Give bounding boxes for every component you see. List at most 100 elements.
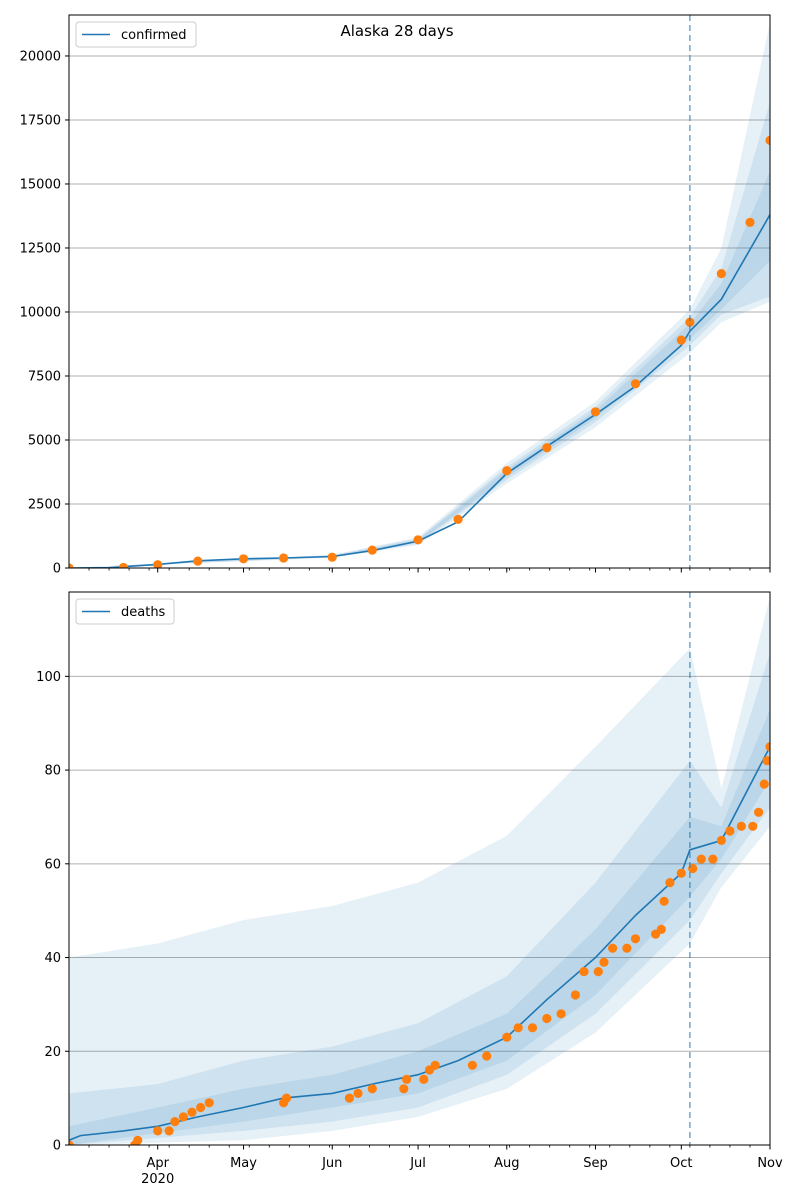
confirmed-panel: 0 2500 5000 7500 10000 12500 15000 17500 20000 co… [20, 14, 771, 577]
y-tick-label: 15000 [20, 177, 61, 192]
observed-point [590, 407, 601, 417]
observed-point [430, 1060, 440, 1070]
observed-point [656, 924, 666, 935]
x-tick-label: Sep [583, 1156, 608, 1171]
y-tick-label: 7500 [28, 369, 61, 384]
observed-point [279, 553, 289, 563]
observed-point [630, 934, 641, 944]
observed-point [754, 807, 764, 817]
observed-point [696, 854, 706, 864]
observed-point [765, 742, 770, 752]
observed-point [399, 1084, 409, 1094]
legend-box [75, 598, 175, 625]
observed-point [716, 835, 727, 846]
axes-frame [68, 591, 771, 1146]
y-tick-label: 17500 [20, 113, 61, 128]
observed-point [725, 826, 735, 836]
uncertainty-band-1 [69, 652, 770, 1145]
y-tick-label: 2500 [28, 497, 61, 512]
observed-point [745, 217, 755, 227]
observed-point [204, 1098, 214, 1108]
plot-area [69, 22, 770, 568]
legend-label: confirmed [121, 28, 187, 43]
x-tick-label: Jul [409, 1156, 426, 1171]
legend-box [75, 21, 197, 48]
observed-point [570, 990, 581, 1000]
observed-point [118, 562, 128, 568]
observed-point [238, 554, 249, 564]
observed-point [196, 1102, 206, 1113]
x-tick-sublabel: 2020 [141, 1172, 174, 1187]
y-tick-label: 100 [36, 670, 61, 685]
observed-point [762, 756, 770, 766]
observed-point [748, 821, 758, 831]
observed-point [187, 1107, 197, 1117]
y-tick-label: 0 [53, 1139, 61, 1154]
observed-point [676, 868, 686, 878]
observed-point [676, 335, 686, 345]
observed-point [708, 854, 718, 864]
observed-point [164, 1126, 174, 1136]
legend: confirmed [75, 21, 197, 48]
observed-point [133, 1135, 143, 1145]
x-tick-label: Nov [757, 1156, 783, 1171]
x-tick-label: Aug [494, 1156, 519, 1171]
observed-point [69, 1140, 74, 1145]
y-tick-label: 60 [44, 857, 61, 872]
observed-point [453, 514, 463, 525]
observed-point [579, 967, 589, 977]
observed-point [367, 1084, 377, 1094]
x-tick-label: Oct [670, 1156, 692, 1171]
observed-point [170, 1117, 180, 1127]
plot-area [69, 596, 770, 1145]
observed-point [556, 1009, 566, 1019]
observed-point [716, 269, 727, 279]
observed-point [542, 1013, 552, 1024]
y-tick-label: 10000 [20, 305, 61, 320]
legend-label: deaths [121, 605, 166, 620]
y-tick-label: 80 [44, 764, 61, 779]
observed-point [527, 1023, 538, 1033]
observed-point [599, 957, 609, 967]
observed-point [193, 556, 203, 566]
observed-point [367, 545, 377, 555]
observed-point [593, 967, 603, 977]
observed-point [413, 535, 423, 545]
figure-title: Alaska 28 days [340, 22, 453, 40]
observed-point [467, 1060, 477, 1070]
y-tick-label: 12500 [20, 241, 61, 256]
observed-point [327, 552, 337, 562]
observed-point [685, 317, 695, 327]
y-tick-label: 40 [44, 951, 61, 966]
observed-point [153, 560, 163, 568]
observed-point [608, 943, 618, 953]
observed-point [178, 1112, 188, 1122]
observed-point [482, 1051, 492, 1061]
x-tick-label: Apr [146, 1156, 169, 1171]
observed-point [765, 135, 770, 145]
observed-point [344, 1093, 354, 1103]
observed-point [665, 878, 675, 888]
observed-point [659, 896, 669, 906]
observed-point [353, 1088, 363, 1098]
y-tick-label: 5000 [28, 433, 61, 448]
observed-point [513, 1023, 523, 1033]
y-tick-label: 20000 [20, 49, 61, 64]
observed-point [153, 1126, 163, 1136]
observed-point [402, 1074, 412, 1084]
uncertainty-band-2 [69, 709, 770, 1145]
observed-point [542, 443, 552, 453]
observed-point [419, 1074, 429, 1084]
x-tick-label: Jun [321, 1156, 342, 1171]
observed-point [736, 821, 747, 831]
observed-point [69, 563, 74, 568]
observed-point [281, 1093, 292, 1103]
legend: deaths [75, 598, 175, 625]
uncertainty-band-0 [69, 596, 770, 1145]
observed-point [630, 379, 641, 389]
observed-point [622, 943, 632, 953]
observed-point [502, 466, 512, 476]
observed-point [502, 1032, 512, 1042]
